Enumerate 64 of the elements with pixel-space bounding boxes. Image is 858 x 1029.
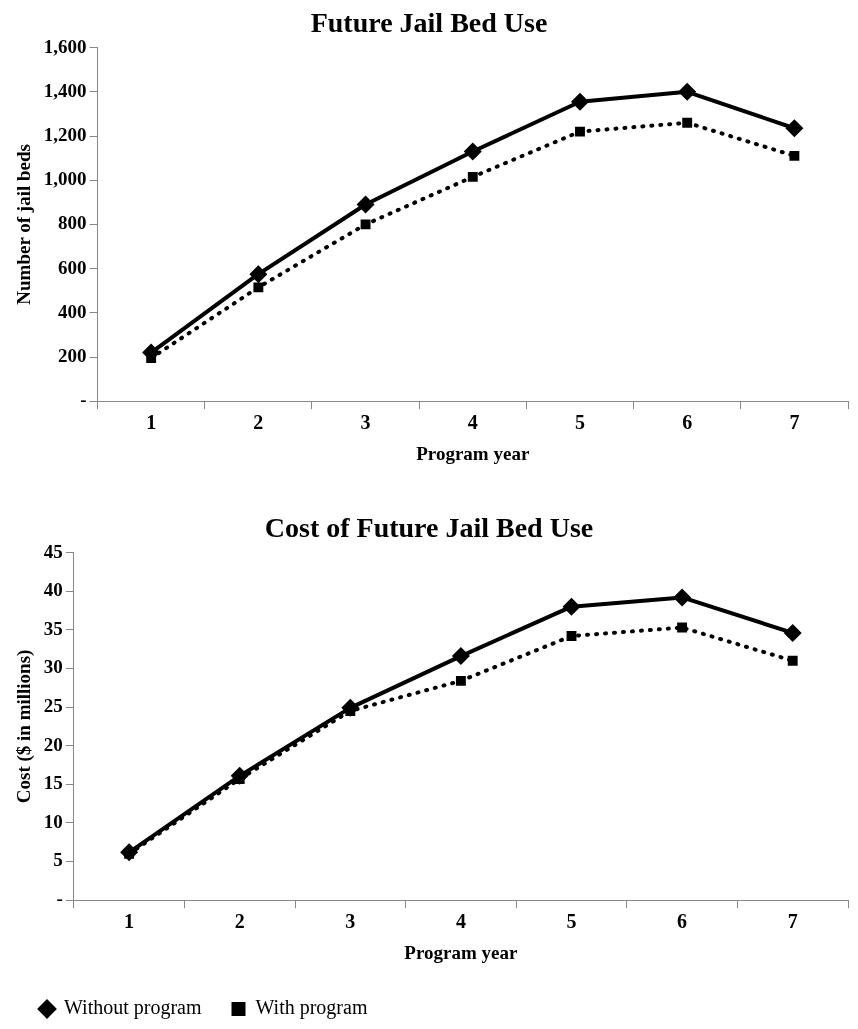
y-tick-label: 35 — [43, 617, 63, 639]
chart-title: Cost of Future Jail Bed Use — [264, 512, 594, 544]
point — [673, 588, 692, 607]
point — [249, 265, 268, 284]
point — [570, 92, 589, 111]
x-tick-label: 4 — [455, 910, 466, 933]
legend-label: Without program — [64, 996, 202, 1020]
y-tick-label: 15 — [43, 772, 63, 794]
y-axis-title: Cost ($ in millions) — [13, 649, 36, 804]
x-tick-label: 5 — [574, 411, 585, 434]
point — [682, 117, 693, 128]
point — [787, 655, 798, 666]
x-tick-label: 1 — [124, 910, 135, 933]
point — [341, 698, 360, 717]
y-tick-label: 30 — [43, 656, 63, 678]
x-tick-label: 6 — [682, 411, 693, 434]
y-tick-label: 20 — [43, 733, 63, 755]
x-tick-label: 2 — [253, 411, 264, 434]
point — [566, 631, 577, 641]
x-tick-label: 7 — [787, 910, 798, 933]
point — [455, 675, 466, 686]
point — [785, 119, 804, 138]
x-tick-label: 4 — [467, 411, 478, 434]
y-tick-label: - — [56, 888, 63, 910]
y-tick-label: 40 — [43, 579, 63, 601]
point — [678, 82, 697, 101]
point — [451, 647, 470, 666]
y-tick-label: 45 — [43, 540, 63, 562]
y-tick-label: 600 — [58, 256, 87, 278]
y-tick-label: 1,200 — [43, 123, 87, 145]
y-tick-label: 5 — [53, 849, 63, 871]
x-tick-label: 3 — [360, 411, 371, 434]
y-tick-label: 1,400 — [43, 79, 87, 101]
y-tick-label: 10 — [43, 810, 63, 832]
legend-label: With program — [255, 996, 368, 1020]
point — [783, 623, 802, 642]
x-axis-title: Program year — [416, 442, 530, 464]
y-tick-label: 400 — [58, 300, 87, 322]
point — [120, 843, 139, 862]
point — [230, 766, 249, 785]
x-tick-label: 7 — [789, 411, 800, 434]
x-tick-label: 3 — [345, 910, 356, 933]
x-tick-label: 2 — [234, 910, 245, 933]
y-tick-label: 1,000 — [43, 168, 87, 190]
point — [253, 282, 264, 293]
point — [356, 195, 375, 214]
y-tick-label: 200 — [58, 344, 87, 366]
y-tick-label: 25 — [43, 695, 63, 716]
y-tick-label: 1,600 — [43, 35, 87, 57]
point — [789, 150, 800, 161]
point — [463, 142, 482, 161]
point — [677, 622, 688, 633]
x-axis-title: Program year — [404, 941, 518, 963]
y-tick-label: 800 — [58, 212, 87, 234]
x-tick-label: 5 — [566, 910, 577, 933]
point — [575, 126, 585, 137]
x-tick-label: 1 — [146, 411, 157, 434]
point — [467, 171, 478, 182]
y-axis-title: Number of jail beds — [13, 144, 35, 305]
point — [360, 219, 371, 230]
chart-title: Future Jail Bed Use — [310, 7, 548, 39]
x-tick-label: 6 — [677, 910, 688, 933]
point — [562, 597, 581, 616]
y-tick-label: - — [80, 389, 87, 411]
